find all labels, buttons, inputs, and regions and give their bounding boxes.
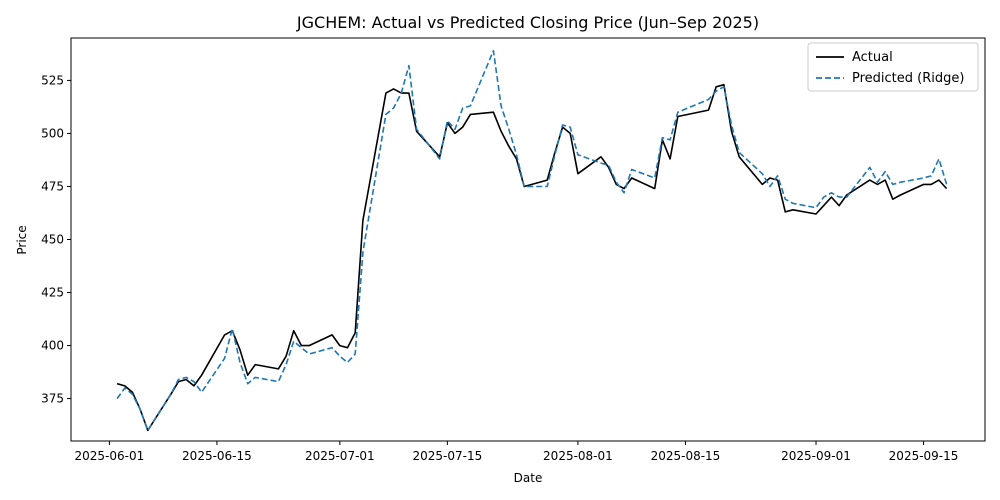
series-line-predicted: [116, 49, 948, 432]
series-layer: [116, 49, 948, 432]
y-tick-label: 400: [41, 339, 64, 353]
x-axis-label: Date: [514, 471, 543, 485]
axes-frame: [70, 37, 986, 442]
legend-label-predicted: Predicted (Ridge): [852, 71, 964, 86]
legend-box: [807, 42, 979, 92]
x-tick-label: 2025-08-15: [651, 449, 721, 463]
y-tick-label: 425: [41, 286, 64, 300]
x-tick-label: 2025-07-15: [412, 449, 482, 463]
x-tick-label: 2025-09-01: [781, 449, 851, 463]
x-tick-label: 2025-08-01: [543, 449, 613, 463]
y-tick-label: 525: [41, 73, 64, 87]
y-tick-label: 475: [41, 179, 64, 193]
plot-area: [70, 37, 986, 442]
x-tick-label: 2025-06-15: [182, 449, 252, 463]
x-tick-label: 2025-07-01: [305, 449, 375, 463]
y-axis: 375 400 425 450 475 500 525: [41, 73, 71, 406]
y-tick-label: 450: [41, 233, 64, 247]
series-line-actual: [116, 83, 948, 432]
y-axis-label: Price: [15, 225, 29, 254]
y-tick-label: 375: [41, 392, 64, 406]
legend-label-actual: Actual: [852, 50, 893, 65]
y-tick-label: 500: [41, 126, 64, 140]
x-axis: 2025-06-01 2025-06-15 2025-07-01 2025-07-15…: [75, 441, 959, 463]
chart-title: JGCHEM: Actual vs Predicted Closing Pric…: [296, 13, 759, 32]
x-tick-label: 2025-06-01: [75, 449, 145, 463]
legend: Actual Predicted (Ridge): [807, 42, 979, 92]
x-tick-label: 2025-09-15: [889, 449, 959, 463]
